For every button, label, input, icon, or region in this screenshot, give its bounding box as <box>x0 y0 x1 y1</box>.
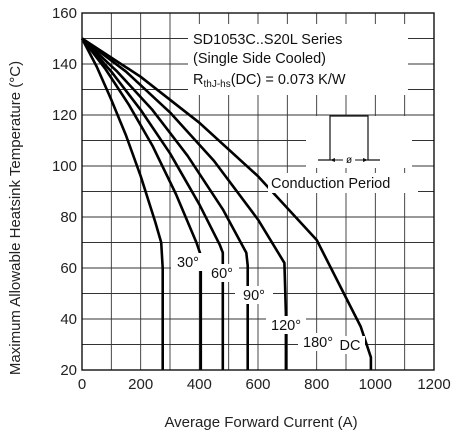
curve-label: 180° <box>303 335 333 351</box>
x-axis-label: Average Forward Current (A) <box>164 414 357 431</box>
annotation-title: SD1053C..S20L Series <box>193 32 342 48</box>
series-line-dc <box>81 37 373 370</box>
conduction-angle-symbol: ø <box>346 155 352 166</box>
x-tick-label: 200 <box>128 376 153 393</box>
x-tick-label: 800 <box>304 376 329 393</box>
series-line-30deg <box>80 37 164 370</box>
conduction-pulse-shape <box>318 115 380 161</box>
y-axis-label: Maximum Allowable Heatsink Temperature (… <box>7 61 24 375</box>
y-tick-label: 160 <box>52 5 77 22</box>
conduction-period-inset: ø Conduction Period <box>268 115 418 193</box>
curve-label: 60° <box>211 266 233 282</box>
curve-label: 120° <box>271 318 301 334</box>
curve-label: 30° <box>177 255 199 271</box>
conduction-period-label: Conduction Period <box>271 176 390 192</box>
x-tick-label: 600 <box>245 376 270 393</box>
y-tick-label: 40 <box>60 311 77 328</box>
x-tick-label: 0 <box>78 376 86 393</box>
annotation-cooling: (Single Side Cooled) <box>193 51 326 67</box>
y-tick-label: 80 <box>60 209 77 226</box>
plot-frame <box>81 12 435 371</box>
x-tick-label: 1200 <box>417 376 450 393</box>
y-tick-label: 60 <box>60 260 77 277</box>
curve-label: 90° <box>243 288 265 304</box>
tick-labels: 0 200 400 600 800 1000 1200 20 40 60 80 100 120 140 16… <box>52 5 451 393</box>
y-tick-label: 120 <box>52 107 77 124</box>
y-tick-label: 100 <box>52 158 77 175</box>
y-tick-label: 20 <box>60 362 77 379</box>
x-tick-label: 400 <box>187 376 212 393</box>
series-line-120deg <box>81 37 249 370</box>
x-tick-label: 1000 <box>359 376 392 393</box>
annotation-rth: RthJ-hs(DC) = 0.073 K/W <box>193 72 346 90</box>
curve-labels: 30° 60° 90° 120°180° DC <box>171 253 365 354</box>
y-tick-label: 140 <box>52 56 77 73</box>
series-line-60deg <box>80 37 203 370</box>
series-line-90deg <box>81 37 225 370</box>
curve-label: DC <box>340 338 361 354</box>
series-line-180deg <box>81 37 288 370</box>
annotation-box: SD1053C..S20L Series (Single Side Cooled… <box>188 24 408 95</box>
